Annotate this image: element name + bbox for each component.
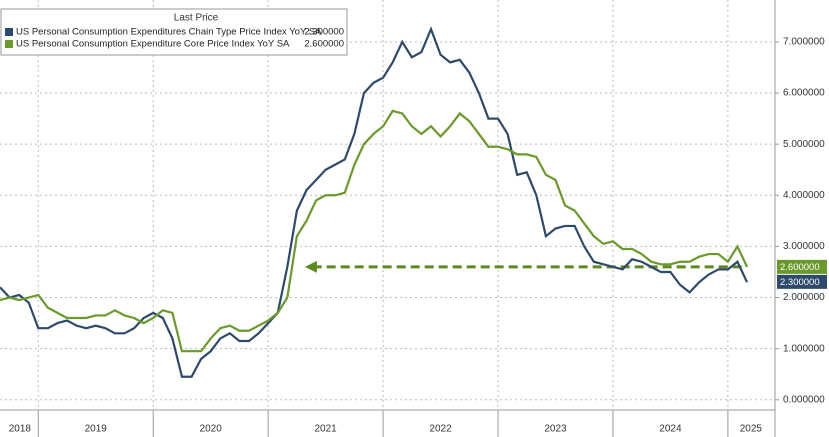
legend: Last Price US Personal Consumption Expen…: [0, 8, 348, 56]
y-tick-label: 4.000000: [783, 190, 825, 201]
x-tick-label: 2019: [85, 424, 108, 435]
y-tick-label: 7.000000: [783, 37, 825, 48]
legend-swatch: [5, 28, 13, 36]
line: [0, 109, 749, 353]
y-tick-label: 0.000000: [783, 394, 825, 405]
legend-swatch: [5, 40, 13, 48]
x-tick-label: 2023: [544, 424, 567, 435]
value-tag: [777, 259, 827, 274]
arrow-head: [304, 260, 317, 273]
value-tag-label: 2.300000: [780, 277, 820, 288]
legend-label: US Personal Consumption Expenditures Cha…: [16, 27, 322, 38]
legend-label: US Personal Consumption Expenditure Core…: [16, 39, 290, 50]
y-tick-label: 1.000000: [783, 343, 825, 354]
legend-box: [0, 8, 348, 56]
x-tick-label: 2018: [9, 424, 32, 435]
x-tick-label: 2021: [314, 424, 337, 435]
line: [0, 26, 749, 378]
value-tag: [777, 274, 827, 289]
plot: [0, 0, 775, 410]
y-tick-label: 6.000000: [783, 88, 825, 99]
x-tick-label: 2024: [659, 424, 682, 435]
x-tick-label: 2022: [429, 424, 452, 435]
x-tick-label: 2025: [740, 424, 763, 435]
legend-value: 2.300000: [304, 27, 344, 38]
value-tag-label: 2.600000: [780, 262, 820, 273]
y-tick-label: 3.000000: [783, 241, 825, 252]
legend-value: 2.600000: [304, 39, 344, 50]
y-tick-label: 5.000000: [783, 139, 825, 150]
legend-title: Last Price: [174, 13, 219, 24]
x-tick-label: 2020: [200, 424, 223, 435]
y-tick-label: 2.000000: [783, 292, 825, 303]
